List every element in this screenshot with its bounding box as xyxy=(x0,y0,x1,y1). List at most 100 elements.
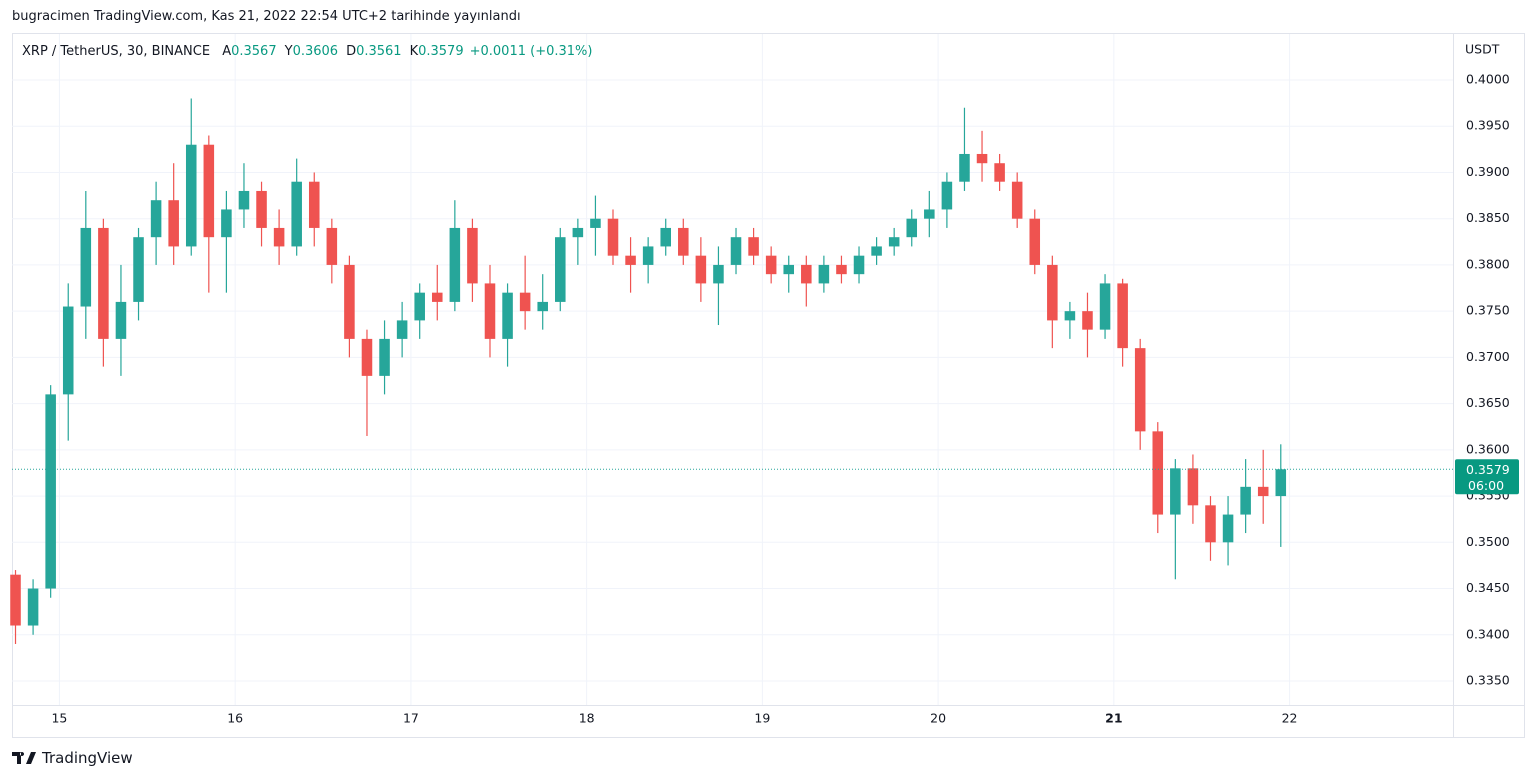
candle-body xyxy=(27,588,39,626)
candle-body xyxy=(730,237,742,265)
y-tick-label: 0.3700 xyxy=(1466,349,1510,364)
candle-body xyxy=(1082,311,1093,330)
candle-body xyxy=(256,190,267,228)
candle-body xyxy=(678,227,689,256)
candle-body xyxy=(431,292,443,302)
legend: XRP / TetherUS, 30, BINANCE A0.3567 Y0.36… xyxy=(22,44,592,59)
candle-body xyxy=(906,218,918,238)
candle-body xyxy=(326,227,338,265)
ohlc-value: 0.3567 xyxy=(231,44,277,59)
candle-body xyxy=(625,255,636,265)
candle-body xyxy=(765,255,777,275)
candle-body xyxy=(818,264,830,284)
footer: TradingView xyxy=(12,749,133,767)
candle-body xyxy=(115,301,127,339)
candle-body xyxy=(959,153,970,182)
candle-body xyxy=(748,237,759,256)
ohlc-value: 0.3579 xyxy=(418,44,464,59)
candle-body xyxy=(853,255,865,275)
caption: bugracimen TradingView.com, Kas 21, 2022… xyxy=(12,9,521,24)
candle-body xyxy=(1205,505,1216,543)
ohlc-label: A xyxy=(222,44,232,59)
candle-body xyxy=(590,218,601,228)
y-tick-label: 0.3650 xyxy=(1466,395,1510,410)
candle-body xyxy=(361,338,373,376)
y-tick-label: 0.3800 xyxy=(1466,256,1510,271)
candle-body xyxy=(555,237,566,302)
candle-body xyxy=(836,264,847,275)
y-tick-label: 0.3750 xyxy=(1466,303,1510,318)
candle-body xyxy=(994,163,1005,182)
candle-body xyxy=(519,292,531,312)
candle-body xyxy=(1170,468,1181,515)
candle-body xyxy=(1257,486,1269,497)
candle-body xyxy=(871,246,882,256)
y-tick-label: 0.3900 xyxy=(1466,164,1510,179)
candle-body xyxy=(1134,348,1146,432)
y-tick-label: 0.3850 xyxy=(1466,210,1510,225)
y-tick-label: 0.3350 xyxy=(1466,673,1510,688)
y-axis-label: USDT xyxy=(1465,42,1500,57)
candle-body xyxy=(484,283,496,339)
candle-body xyxy=(168,200,179,247)
candle-body xyxy=(888,237,900,247)
last-price-label: 0.3579 xyxy=(1466,462,1510,477)
candle-body xyxy=(203,144,215,238)
y-tick-label: 0.3600 xyxy=(1466,441,1510,456)
x-tick-label: 21 xyxy=(1105,711,1122,726)
candle-body xyxy=(941,181,953,210)
ohlc-label: D xyxy=(346,44,357,59)
candle-body xyxy=(1011,181,1023,219)
candle-body xyxy=(1240,486,1251,515)
candle-body xyxy=(1187,468,1199,506)
candle-body xyxy=(396,320,408,339)
x-tick-label: 18 xyxy=(579,711,595,726)
x-tick-label: 15 xyxy=(51,711,67,726)
candle-body xyxy=(502,292,513,339)
ohlc-label: Y xyxy=(284,44,293,59)
candle-body xyxy=(185,144,197,247)
y-tick-label: 0.3500 xyxy=(1466,534,1510,549)
grid xyxy=(12,34,1453,705)
candle-body xyxy=(467,227,478,284)
candle-body xyxy=(273,227,285,247)
countdown: 06:00 xyxy=(1468,478,1504,493)
candle-body xyxy=(414,292,425,321)
candle-body xyxy=(98,227,109,339)
y-tick-label: 0.3400 xyxy=(1466,626,1510,641)
candle-body xyxy=(238,190,250,210)
x-tick-label: 16 xyxy=(227,711,243,726)
ohlc-label: K xyxy=(409,44,419,59)
candle-body xyxy=(291,181,302,247)
x-tick-label: 20 xyxy=(930,711,946,726)
candle-body xyxy=(713,264,724,284)
candle-body xyxy=(695,255,707,284)
candle-body xyxy=(1117,283,1128,349)
candle-body xyxy=(379,338,390,376)
candle-body xyxy=(976,153,988,164)
ohlc-value: 0.3606 xyxy=(292,44,339,59)
brand: TradingView xyxy=(42,749,133,767)
x-tick-label: 19 xyxy=(754,711,770,726)
chart-frame xyxy=(12,33,1525,738)
candle-body xyxy=(924,209,935,219)
y-tick-label: 0.3450 xyxy=(1466,580,1510,595)
x-tick-label: 22 xyxy=(1282,711,1298,726)
candle-body xyxy=(572,227,584,238)
candle-body xyxy=(449,227,461,302)
candle-body xyxy=(1099,283,1111,330)
candle-body xyxy=(10,574,21,626)
candle-body xyxy=(607,218,619,256)
last-price-box xyxy=(1455,459,1519,495)
ohlc-value: 0.3561 xyxy=(356,44,402,59)
candle-body xyxy=(1047,264,1058,321)
candle-body xyxy=(221,209,232,238)
candle-body xyxy=(660,227,671,247)
candle-body xyxy=(801,264,812,284)
candle-body xyxy=(150,200,162,238)
candle-body xyxy=(133,237,144,302)
candle-body xyxy=(62,306,74,395)
candle-body xyxy=(1275,469,1287,497)
